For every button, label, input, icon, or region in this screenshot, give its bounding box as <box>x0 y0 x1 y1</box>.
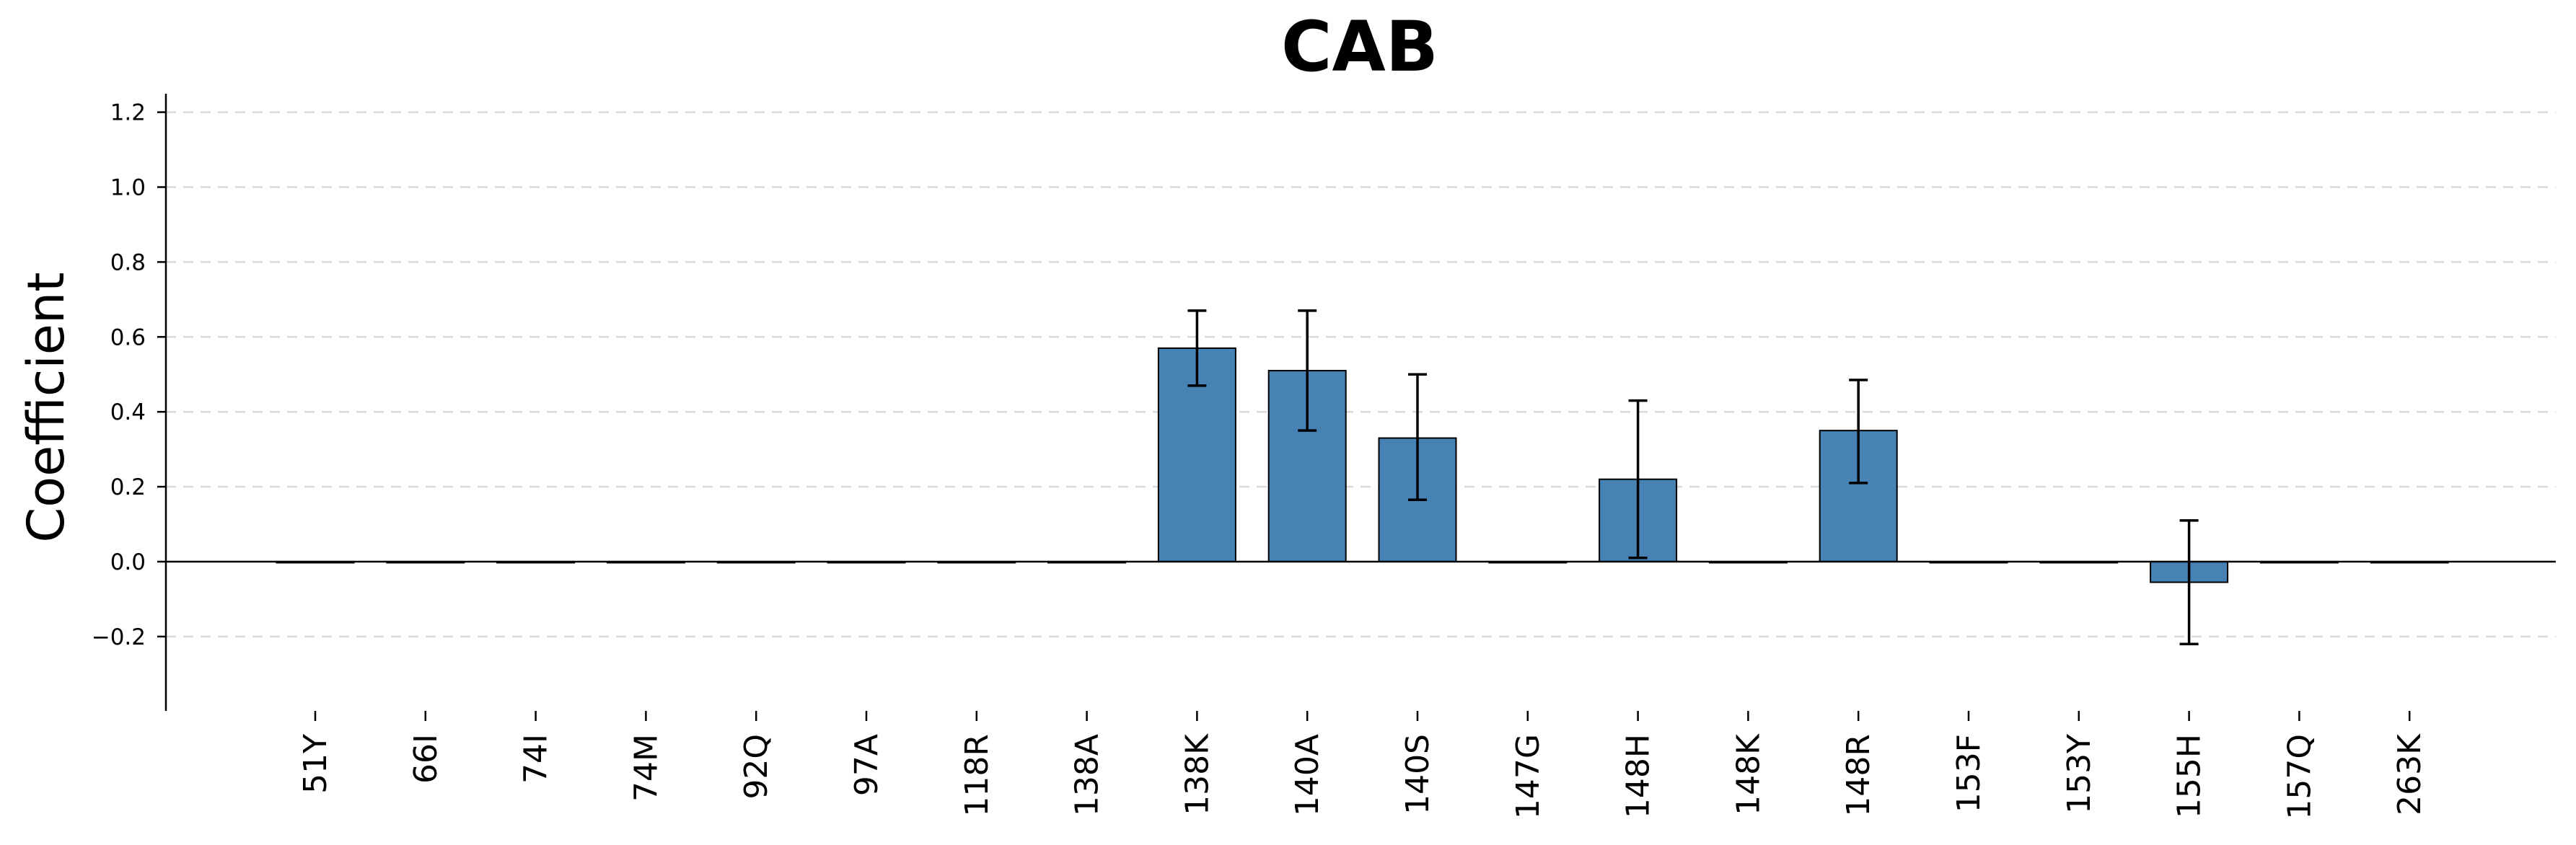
x-tick-label-157Q: 157Q <box>2281 734 2318 820</box>
x-tick-label-147G: 147G <box>1510 734 1547 819</box>
x-tick-label-140S: 140S <box>1399 734 1436 815</box>
x-tick-label-153F: 153F <box>1951 734 1987 813</box>
x-tick-label-263K: 263K <box>2391 733 2428 815</box>
y-tick-label: 1.0 <box>110 175 146 201</box>
axes <box>164 94 2556 711</box>
x-tick-label-148R: 148R <box>1840 734 1877 817</box>
y-tick-label: 0.0 <box>110 549 146 575</box>
y-tick-label: −0.2 <box>92 624 146 650</box>
x-tick-label-153Y: 153Y <box>2061 734 2098 814</box>
gridlines <box>166 111 2556 638</box>
x-tick-label-148K: 148K <box>1730 733 1767 815</box>
x-tick-label-155H: 155H <box>2171 734 2208 818</box>
chart-title: CAB <box>1281 6 1438 87</box>
x-tick-label-138A: 138A <box>1069 734 1106 816</box>
x-tick-label-140A: 140A <box>1289 734 1326 816</box>
y-axis-label: Coefficient <box>17 272 76 542</box>
x-tick-label-92Q: 92Q <box>738 734 775 800</box>
x-tick-label-51Y: 51Y <box>297 734 334 794</box>
x-tick-label-148H: 148H <box>1620 734 1657 818</box>
x-tick-label-138K: 138K <box>1179 733 1216 815</box>
x-tick-label-118R: 118R <box>959 734 995 817</box>
error-bars <box>1187 309 2199 646</box>
bars <box>276 347 2449 583</box>
x-tick-label-97A: 97A <box>848 734 885 796</box>
x-tick-label-74M: 74M <box>628 734 664 802</box>
y-tick-label: 0.4 <box>110 399 146 425</box>
y-tick-label: 1.2 <box>110 100 146 126</box>
y-tick-label: 0.2 <box>110 474 146 500</box>
x-tick-label-74I: 74I <box>518 734 555 784</box>
y-tick-label: 0.6 <box>110 324 146 350</box>
y-tick-label: 0.8 <box>110 249 146 275</box>
x-tick-label-66I: 66I <box>408 734 444 784</box>
x-ticks: 51Y 66I 74I 74M 92Q 97A 118R 138A 138K 140A 140S 14… <box>297 711 2428 820</box>
y-ticks: −0.2 0.0 0.2 0.4 0.6 0.8 1.0 1.2 <box>92 100 166 650</box>
